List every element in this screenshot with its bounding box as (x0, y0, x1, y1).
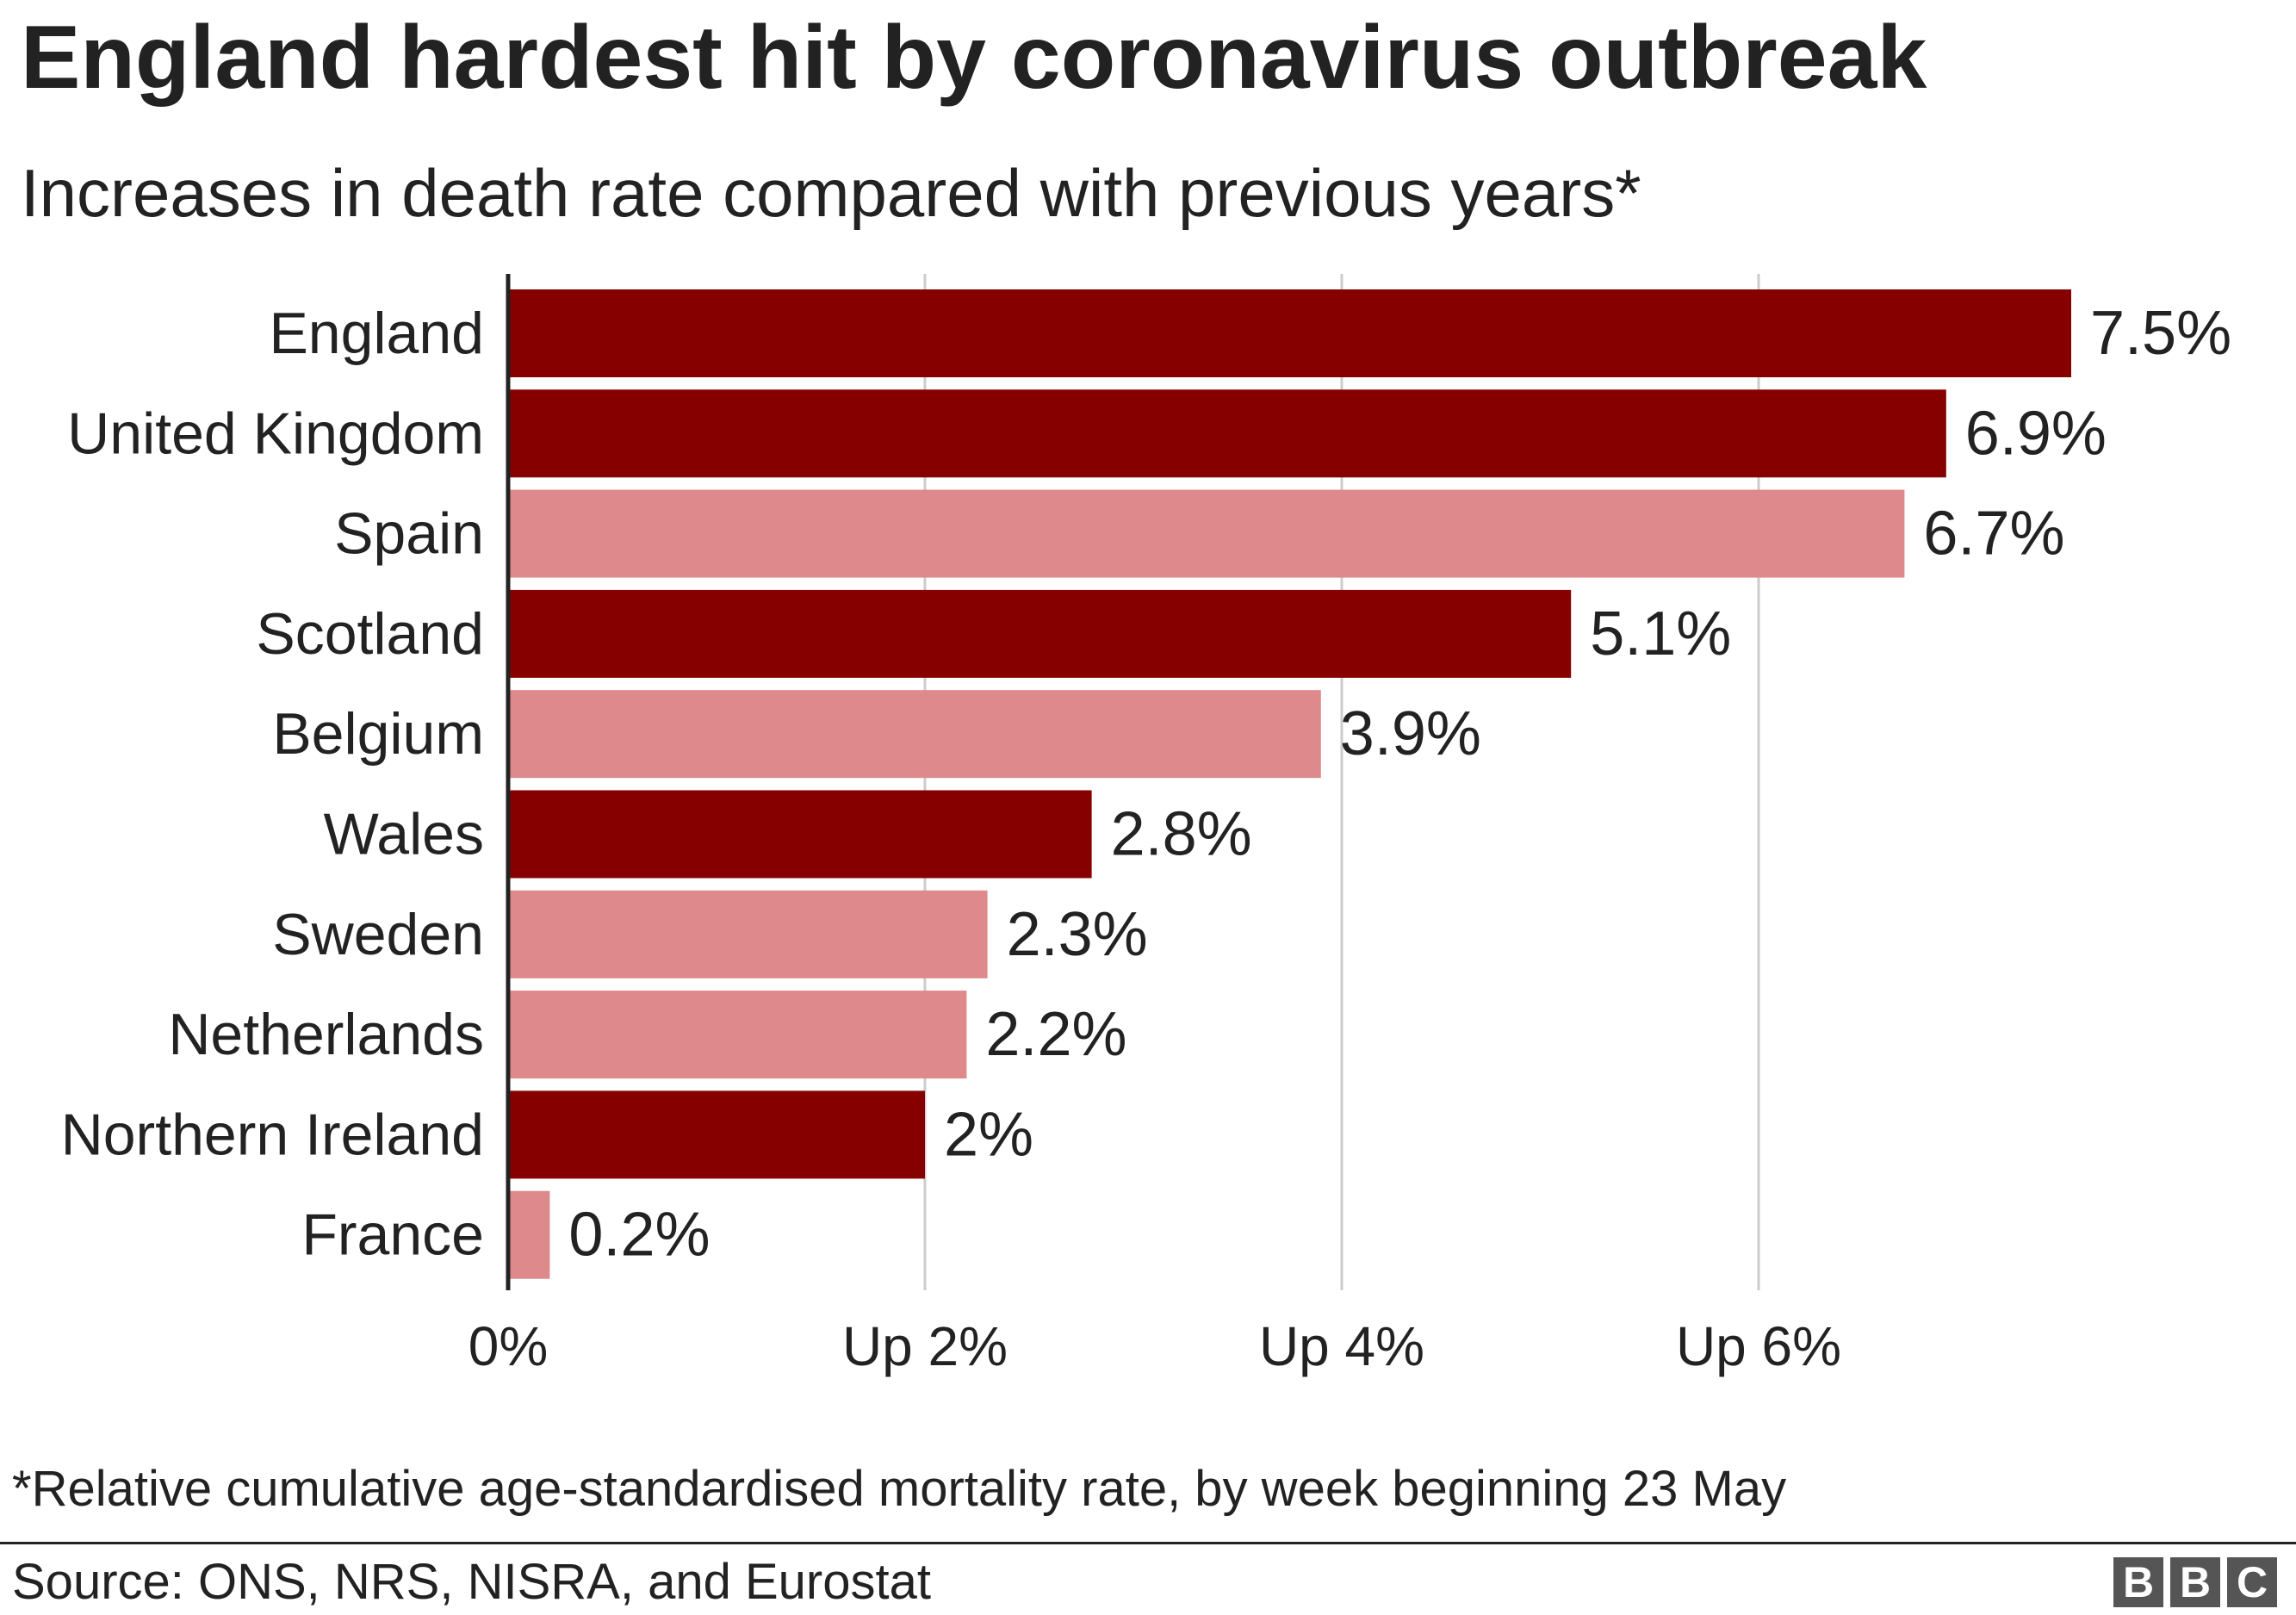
category-label: Netherlands (168, 1002, 484, 1067)
x-tick-label: Up 4% (1259, 1315, 1424, 1377)
bar (510, 690, 1321, 779)
data-label: 6.7% (1923, 500, 2064, 568)
data-label: 2.3% (1007, 900, 1148, 969)
data-label: 5.1% (1590, 599, 1731, 668)
bbc-logo-letter: B (2113, 1557, 2163, 1607)
x-tick-label: 0% (469, 1315, 549, 1377)
bar (510, 890, 988, 978)
bar (510, 1190, 550, 1279)
x-tick-label: Up 2% (842, 1315, 1008, 1377)
data-label: 6.9% (1965, 399, 2107, 468)
bar (510, 289, 2071, 377)
category-label: France (301, 1202, 484, 1268)
data-label: 2% (944, 1100, 1033, 1169)
category-label: Belgium (272, 701, 484, 767)
category-label: Spain (334, 501, 484, 567)
category-label: Sweden (272, 902, 484, 967)
data-label: 7.5% (2090, 299, 2231, 368)
data-label: 0.2% (568, 1201, 710, 1270)
footer-divider (0, 1542, 2296, 1544)
category-label: Northern Ireland (61, 1102, 484, 1167)
category-label: Wales (324, 802, 484, 867)
category-label: United Kingdom (67, 401, 484, 466)
x-tick-label: Up 6% (1676, 1315, 1841, 1377)
bbc-logo: B B C (2113, 1557, 2277, 1607)
data-label: 2.2% (985, 1000, 1126, 1069)
chart-footnote: *Relative cumulative age-standardised mo… (12, 1461, 1787, 1517)
bar-chart: England 7.5% United Kingdom 6.9% Spain 6.7% Sc… (61, 274, 2231, 1377)
bar (510, 389, 1946, 478)
bbc-logo-letter: C (2227, 1557, 2277, 1607)
chart-title: England hardest hit by coronavirus outbr… (21, 8, 1927, 108)
data-label: 3.9% (1340, 699, 1481, 768)
data-label: 2.8% (1111, 800, 1252, 869)
bar (510, 1090, 925, 1179)
bar (510, 489, 1905, 578)
category-label: Scotland (256, 601, 484, 667)
category-label: England (269, 301, 484, 366)
bar (510, 589, 1572, 678)
source-note: Source: ONS, NRS, NISRA, and Eurostat (12, 1554, 931, 1610)
bbc-logo-letter: B (2170, 1557, 2220, 1607)
bar (510, 790, 1092, 879)
bar (510, 991, 967, 1079)
chart-subtitle: Increases in death rate compared with pr… (21, 155, 1641, 231)
